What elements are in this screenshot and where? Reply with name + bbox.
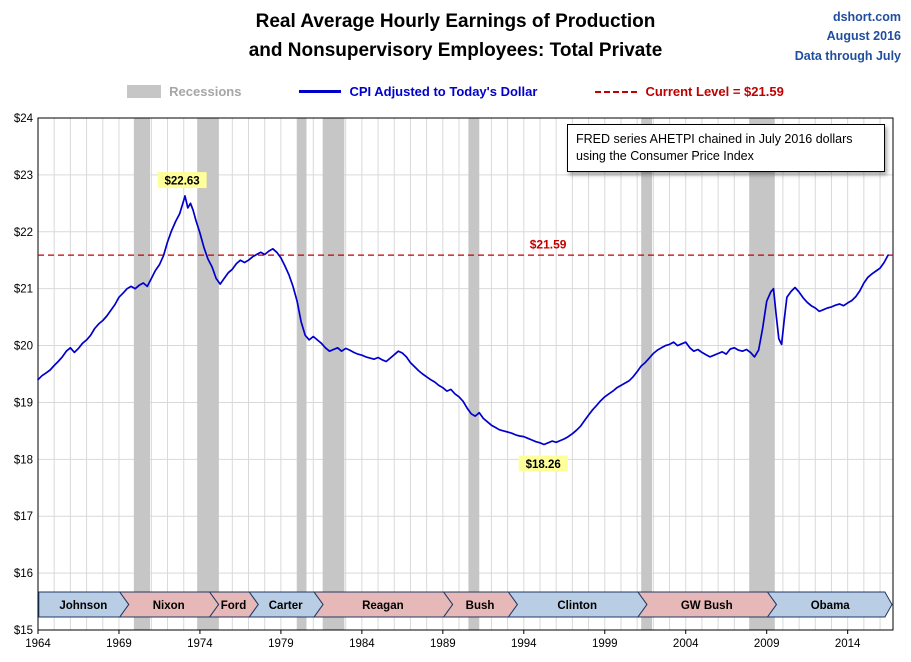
note-line-2: using the Consumer Price Index bbox=[576, 148, 754, 163]
y-axis-label: $17 bbox=[14, 511, 33, 523]
y-axis-label: $24 bbox=[14, 113, 34, 125]
x-axis-label: 1984 bbox=[349, 638, 375, 650]
legend-item-recessions: Recessions bbox=[127, 84, 241, 99]
x-axis-label: 1979 bbox=[268, 638, 294, 650]
y-axis-label: $19 bbox=[14, 397, 33, 409]
earnings-line bbox=[37, 195, 889, 446]
x-axis-label: 2004 bbox=[673, 638, 699, 650]
title-line-1: Real Average Hourly Earnings of Producti… bbox=[255, 11, 656, 32]
president-label-carter: Carter bbox=[269, 600, 303, 612]
recession-band bbox=[322, 118, 345, 630]
president-label-reagan: Reagan bbox=[362, 600, 404, 612]
president-band-obama bbox=[766, 591, 893, 618]
plot-border bbox=[37, 117, 894, 631]
y-axis-label: $16 bbox=[14, 568, 33, 580]
president-label-johnson: Johnson bbox=[59, 600, 107, 612]
annotation-highlight-bg bbox=[518, 455, 568, 472]
note-line-1: FRED series AHETPI chained in July 2016 … bbox=[576, 132, 853, 146]
president-label-bush: Bush bbox=[466, 600, 495, 612]
president-label-clinton: Clinton bbox=[557, 600, 597, 612]
recession-swatch-icon bbox=[127, 85, 162, 98]
x-axis-label: 2009 bbox=[754, 638, 780, 650]
x-axis-label: 1974 bbox=[187, 638, 213, 650]
legend-item-current: Current Level = $21.59 bbox=[595, 84, 784, 99]
x-axis-label: 1969 bbox=[106, 638, 132, 650]
source-through: Data through July bbox=[794, 48, 901, 63]
title-line-2: and Nonsupervisory Employees: Total Priv… bbox=[248, 39, 663, 61]
x-axis-label: 1999 bbox=[592, 638, 618, 650]
y-axis-label: $15 bbox=[14, 625, 33, 637]
recession-band bbox=[468, 118, 480, 630]
source-date: August 2016 bbox=[826, 29, 901, 44]
chart-legend: Recessions CPI Adjusted to Today's Dolla… bbox=[0, 84, 911, 99]
x-axis-label: 1964 bbox=[25, 638, 51, 650]
legend-current-label: Current Level = $21.59 bbox=[645, 84, 784, 99]
recession-band bbox=[133, 118, 151, 630]
y-axis-label: $18 bbox=[14, 454, 33, 466]
source-block: dshort.com August 2016 Data through July bbox=[795, 8, 901, 66]
dashed-swatch-icon bbox=[595, 90, 638, 93]
y-axis-label: $23 bbox=[14, 170, 33, 182]
president-label-ford: Ford bbox=[221, 600, 247, 612]
source-site: dshort.com bbox=[832, 10, 901, 24]
chart-plot-area: Johnson Nixon Ford Carter Reagan Bush Clinton G… bbox=[14, 113, 894, 650]
president-label-nixon: Nixon bbox=[153, 600, 185, 612]
recession-band bbox=[749, 118, 775, 630]
annotation-label: $18.26 bbox=[526, 459, 561, 471]
legend-series-label: CPI Adjusted to Today's Dollar bbox=[349, 84, 538, 99]
president-label-gw-bush: GW Bush bbox=[681, 600, 733, 612]
legend-item-series: CPI Adjusted to Today's Dollar bbox=[299, 84, 537, 99]
line-swatch-icon bbox=[299, 90, 342, 93]
annotation-label: $22.63 bbox=[165, 176, 200, 188]
y-axis-label: $22 bbox=[14, 227, 33, 239]
president-label-obama: Obama bbox=[811, 600, 851, 612]
recession-band bbox=[641, 118, 653, 630]
current-level-label: $21.59 bbox=[530, 237, 567, 251]
legend-recessions-label: Recessions bbox=[169, 84, 242, 99]
y-axis-label: $20 bbox=[14, 341, 33, 353]
x-axis-label: 1994 bbox=[511, 638, 537, 650]
recession-band bbox=[297, 118, 307, 630]
recession-band bbox=[197, 118, 219, 630]
note-box: FRED series AHETPI chained in July 2016 … bbox=[567, 124, 885, 172]
y-axis-label: $21 bbox=[14, 284, 33, 296]
page-title: Real Average Hourly Earnings of Producti… bbox=[0, 8, 911, 65]
x-axis-label: 2014 bbox=[835, 638, 861, 650]
x-axis-label: 1989 bbox=[430, 638, 456, 650]
annotation-highlight-bg bbox=[157, 172, 207, 189]
